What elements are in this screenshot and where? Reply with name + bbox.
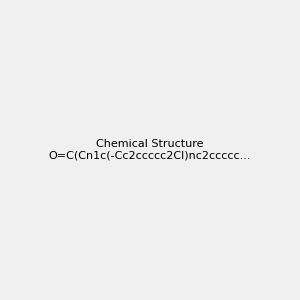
Text: Chemical Structure
O=C(Cn1c(-Cc2ccccc2Cl)nc2ccccc...: Chemical Structure O=C(Cn1c(-Cc2ccccc2Cl…	[49, 139, 251, 161]
